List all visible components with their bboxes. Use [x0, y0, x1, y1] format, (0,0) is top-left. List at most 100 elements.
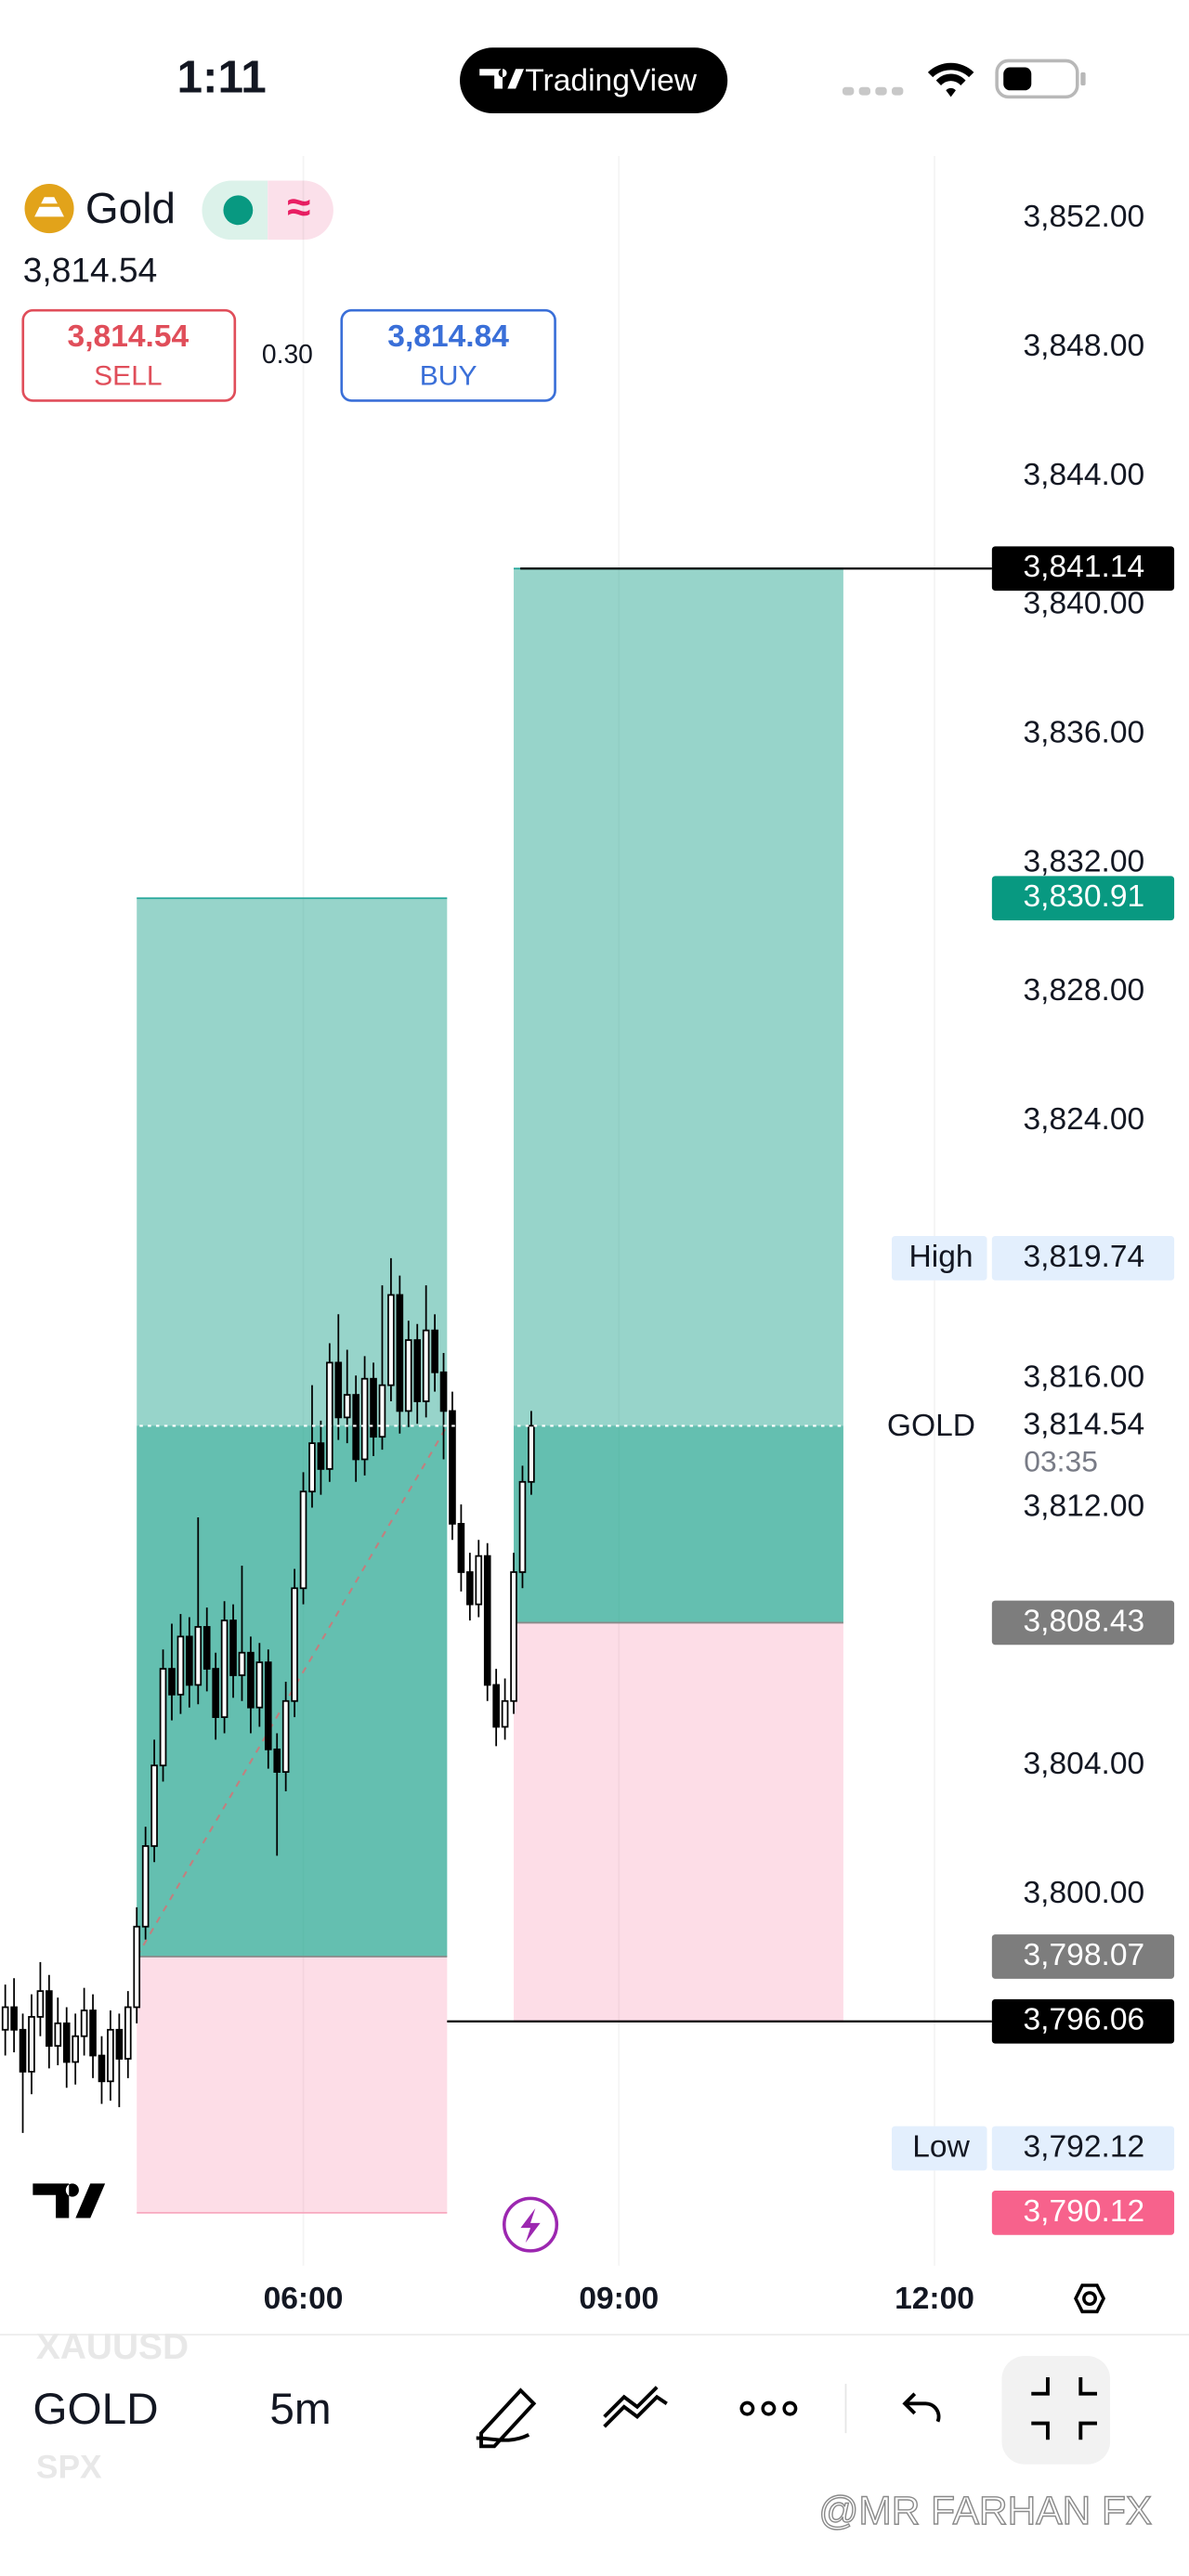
candle-body — [141, 1845, 150, 1928]
candle-body — [19, 2028, 27, 2073]
symbol-icon-glyph — [34, 197, 64, 217]
candle-body — [492, 1684, 500, 1728]
candle-body — [396, 1294, 404, 1412]
sell-button[interactable] — [21, 308, 237, 402]
sell-label[interactable]: SELL — [94, 361, 163, 392]
candle-body — [299, 1490, 307, 1590]
buy-button[interactable] — [340, 308, 556, 402]
y-tick-label: 3,816.00 — [1023, 1360, 1144, 1395]
svg-text:≈: ≈ — [287, 182, 310, 230]
candle-body — [62, 2022, 71, 2063]
tv-watermark-logo — [33, 2183, 106, 2218]
price-label-box — [991, 1600, 1175, 1646]
spread: 0.30 — [262, 339, 313, 369]
candle-body — [176, 1635, 185, 1696]
y-tick-label: 3,848.00 — [1023, 329, 1144, 363]
bar-countdown: 03:35 — [1024, 1444, 1098, 1477]
price-label-box — [991, 546, 1175, 592]
candle-body — [247, 1651, 255, 1709]
candle-body — [212, 1668, 219, 1719]
candle-body — [291, 1587, 298, 1702]
target-zone — [514, 568, 843, 1623]
candle-body — [10, 2006, 18, 2031]
open-pnl-zone — [514, 1425, 843, 1623]
settings-button[interactable] — [1074, 2283, 1106, 2314]
candle-body — [317, 1442, 325, 1470]
collapse-button[interactable] — [1001, 2356, 1111, 2465]
price-axis: 3,852.00 3,848.00 3,844.00 3,840.00 3,836.00… — [447, 200, 1175, 2235]
candle-body — [431, 1329, 438, 1373]
undo-button[interactable] — [902, 2392, 941, 2423]
price-label-box — [991, 1934, 1175, 1979]
price-label: 3,796.06 — [1023, 2003, 1144, 2037]
candle-body — [28, 2016, 35, 2073]
y-tick-label: 3,800.00 — [1023, 1876, 1144, 1910]
draw-button[interactable] — [476, 2387, 537, 2449]
candle-body — [510, 1571, 517, 1702]
price-label-box — [991, 2191, 1175, 2235]
candle-body — [115, 2028, 124, 2060]
y-tick-label: 3,840.00 — [1023, 587, 1144, 621]
price-label-name: Low — [912, 2129, 970, 2164]
sell-price[interactable]: 3,814.54 — [68, 319, 189, 354]
candle-body — [168, 1668, 176, 1696]
watermark: @MR FARHAN FX — [818, 2489, 1152, 2532]
y-tick-label: 3,812.00 — [1023, 1489, 1144, 1523]
candle-body — [422, 1329, 430, 1402]
candle-body — [334, 1361, 343, 1419]
candle-body — [80, 2010, 88, 2037]
candle-body — [528, 1425, 535, 1483]
candle-body — [360, 1377, 369, 1461]
price-label-box — [991, 1403, 1175, 1449]
x-tick-label: 06:00 — [264, 2282, 344, 2316]
candle-body — [308, 1442, 316, 1493]
candle-body — [133, 1925, 141, 2009]
candle-body — [255, 1661, 264, 1709]
price-label-box — [991, 876, 1175, 921]
price-label: 3,808.43 — [1023, 1604, 1144, 1638]
candle-body — [413, 1339, 422, 1402]
candle-body — [54, 2022, 62, 2048]
y-tick-label: 3,844.00 — [1023, 458, 1144, 492]
price-label-box — [991, 1998, 1175, 2044]
candle-body — [194, 1626, 203, 1686]
price-label-name-box — [892, 1236, 987, 1281]
target-zone — [137, 898, 448, 1957]
price-label: 3,798.07 — [1023, 1938, 1144, 1972]
x-tick-label: 09:00 — [579, 2282, 659, 2316]
candle-body — [370, 1377, 377, 1438]
candle-body — [1, 2006, 9, 2031]
candle-body — [238, 1651, 246, 1676]
y-tick-label: 3,836.00 — [1023, 715, 1144, 749]
buy-price[interactable]: 3,814.84 — [387, 319, 509, 354]
candle-body — [46, 1990, 53, 2048]
status-pill[interactable]: ≈ — [202, 180, 333, 241]
price-label-box — [991, 2126, 1175, 2171]
price-label-name: High — [909, 1240, 973, 1274]
signal — [842, 86, 904, 96]
candles — [0, 1257, 986, 2133]
lightning-button[interactable] — [502, 2196, 559, 2253]
buy-label[interactable]: BUY — [420, 361, 477, 392]
y-tick-label: 3,804.00 — [1023, 1747, 1144, 1781]
toolbar-symbol[interactable]: GOLD — [33, 2385, 158, 2434]
candle-body — [203, 1626, 211, 1670]
ghost-symbol: XAUUSD — [36, 2327, 189, 2367]
candle-body — [404, 1339, 412, 1412]
price-label-name-box — [892, 2126, 987, 2171]
candle-body — [343, 1394, 351, 1419]
indicator-button[interactable] — [603, 2386, 668, 2428]
price-label: 3,830.91 — [1023, 879, 1144, 914]
price-label-box — [991, 1236, 1175, 1281]
candle-body — [273, 1748, 281, 1774]
clock: 1:11 — [177, 52, 267, 103]
position-tools — [136, 567, 843, 2214]
candle-body — [159, 1668, 167, 1767]
candle-body — [457, 1523, 465, 1573]
more-button[interactable] — [739, 2400, 798, 2416]
toolbar-interval[interactable]: 5m — [269, 2385, 331, 2434]
battery — [995, 59, 1086, 99]
